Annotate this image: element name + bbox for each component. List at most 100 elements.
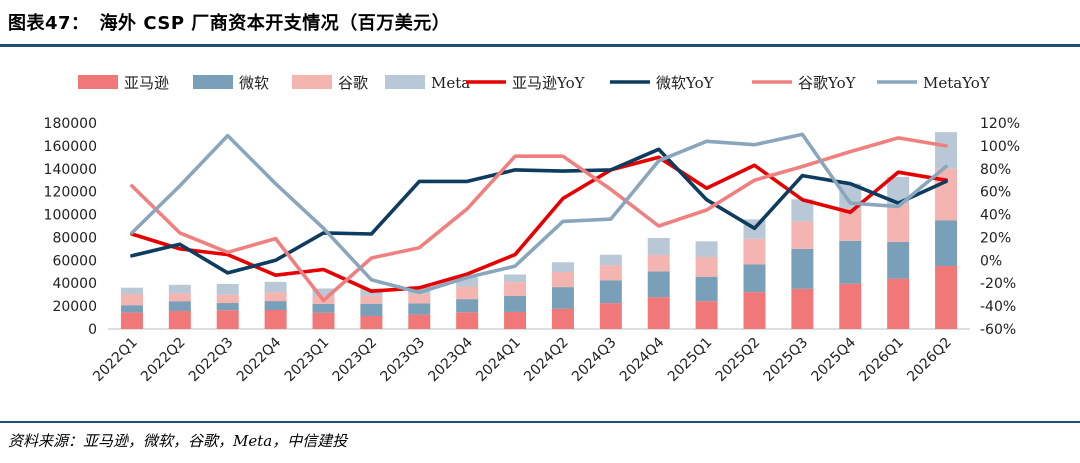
legend-label: 谷歌 — [338, 74, 368, 92]
bar-segment — [743, 264, 766, 293]
series-line — [130, 155, 948, 294]
bar-segment — [456, 312, 479, 329]
bar-segment — [312, 288, 335, 297]
legend-swatch — [78, 75, 118, 89]
bar-segment — [360, 315, 383, 329]
bar-segment — [120, 305, 143, 313]
series-line — [130, 136, 948, 303]
x-tick-label: 2023Q2 — [330, 335, 381, 386]
y-right-tick-label: 100% — [980, 139, 1020, 155]
y-left-tick-label: 0 — [88, 322, 97, 338]
x-tick-label: 2024Q2 — [521, 335, 572, 386]
y-right-tick-label: 0% — [980, 253, 1002, 269]
bar-segment — [264, 281, 287, 293]
bar-segment — [647, 238, 670, 255]
x-tick-label: 2023Q4 — [425, 334, 476, 385]
bar-segment — [360, 303, 383, 316]
y-right-tick-label: -20% — [980, 276, 1016, 292]
bar-segment — [839, 240, 862, 284]
y-right-tick-label: 20% — [980, 230, 1011, 246]
y-left-tick-label: 80000 — [52, 230, 97, 246]
x-tick-label: 2025Q2 — [713, 335, 764, 386]
x-tick-label: 2022Q4 — [234, 334, 285, 385]
legend-label: MetaYoY — [923, 74, 991, 92]
y-right-tick-label: 60% — [980, 185, 1011, 201]
bar-segment — [504, 295, 527, 312]
bar-segment — [935, 132, 958, 169]
bar-segment — [599, 254, 622, 266]
y-left-tick-label: 20000 — [52, 299, 97, 315]
chart-title: 图表47： 海外 CSP 厂商资本开支情况（百万美元） — [8, 9, 460, 35]
bar-segment — [887, 242, 910, 279]
bar-segment — [312, 303, 335, 313]
y-left-tick-label: 120000 — [44, 185, 97, 201]
bar-segment — [216, 294, 239, 304]
bar-segment — [168, 293, 191, 302]
bar-segment — [168, 284, 191, 294]
bar-segment — [264, 310, 287, 329]
bar-segment — [887, 204, 910, 243]
bar-segment — [456, 299, 479, 313]
y-left-tick-label: 60000 — [52, 253, 97, 269]
bottom-rule — [0, 421, 1080, 423]
bar-segment — [695, 301, 718, 329]
bar-segment — [408, 286, 431, 295]
bar-segment — [887, 278, 910, 329]
legend-label: Meta — [431, 74, 470, 92]
x-tick-label: 2024Q1 — [473, 335, 524, 386]
bar-segment — [551, 308, 574, 329]
bar-segment — [360, 295, 383, 304]
bar-segment — [312, 312, 335, 329]
bar-segment — [791, 221, 814, 249]
bar-segment — [216, 310, 239, 329]
bar-segment — [647, 254, 670, 272]
legend-label: 亚马逊YoY — [512, 74, 586, 92]
x-tick-label: 2024Q4 — [617, 334, 668, 385]
x-tick-label: 2023Q3 — [378, 335, 429, 386]
bar-segment — [935, 168, 958, 221]
y-right-tick-label: -40% — [980, 299, 1016, 315]
bar-segment — [120, 312, 143, 329]
y-right-tick-label: 80% — [980, 162, 1011, 178]
legend-label: 微软YoY — [656, 74, 715, 92]
bar-segment — [743, 238, 766, 265]
bar-segment — [599, 303, 622, 329]
y-right-tick-label: 120% — [980, 116, 1020, 132]
bar-segment — [504, 311, 527, 329]
bar-segment — [408, 314, 431, 329]
y-right-tick-label: 40% — [980, 208, 1011, 224]
x-tick-label: 2023Q1 — [282, 335, 333, 386]
bar-segment — [456, 286, 479, 300]
bar-segment — [647, 271, 670, 298]
bar-segment — [551, 272, 574, 288]
bar-segment — [695, 276, 718, 302]
x-tick-label: 2024Q3 — [569, 335, 620, 386]
y-left-tick-label: 100000 — [44, 208, 97, 224]
bar-segment — [599, 280, 622, 304]
series-line — [130, 147, 948, 275]
x-tick-label: 2022Q2 — [138, 335, 189, 386]
series-line — [130, 132, 948, 295]
top-rule — [0, 44, 1080, 47]
x-tick-label: 2026Q1 — [856, 335, 907, 386]
bar-segment — [504, 282, 527, 296]
bar-segment — [695, 241, 718, 258]
bar-segment — [599, 265, 622, 281]
bar-segment — [216, 303, 239, 311]
bar-segment — [791, 199, 814, 222]
bar-segment — [216, 283, 239, 295]
bar-segment — [551, 287, 574, 309]
figure-number: 图表47： — [8, 13, 90, 34]
x-tick-label: 2022Q3 — [186, 335, 237, 386]
source-note: 资料来源：亚马逊，微软，谷歌，Meta，中信建投 — [8, 432, 348, 450]
legend-label: 谷歌YoY — [798, 74, 857, 92]
bar-segment — [408, 303, 431, 315]
bar-segment — [935, 220, 958, 267]
y-right-tick-label: -60% — [980, 322, 1016, 338]
legend-swatch — [193, 75, 233, 89]
legend-swatch — [385, 75, 425, 89]
figure-title: 海外 CSP 厂商资本开支情况（百万美元） — [99, 13, 451, 34]
bar-segment — [791, 248, 814, 289]
bar-segment — [168, 301, 191, 312]
